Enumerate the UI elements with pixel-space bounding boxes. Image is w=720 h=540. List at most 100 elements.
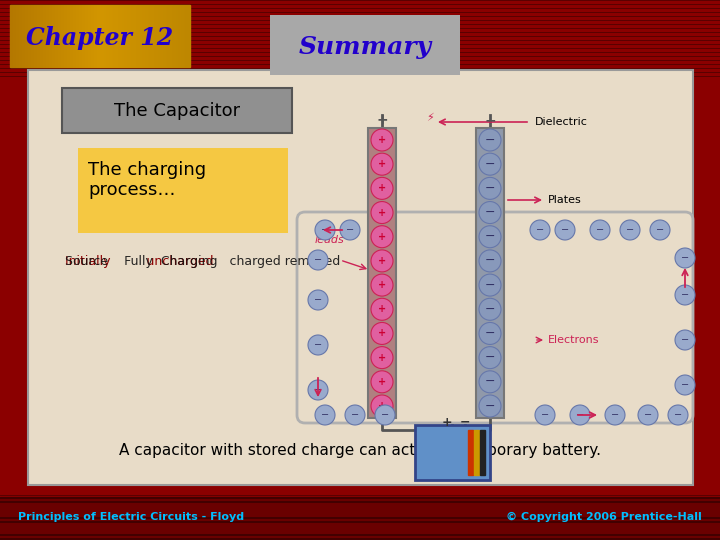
Bar (30, 5, 31, 67)
Bar (154, 5, 155, 67)
Bar (112, 5, 113, 67)
Bar (94, 5, 95, 67)
Bar (11, 5, 12, 67)
Bar (172, 5, 173, 67)
Text: +: + (378, 304, 386, 314)
Text: The Capacitor: The Capacitor (114, 102, 240, 120)
Text: −: − (485, 254, 495, 267)
Bar (142, 5, 143, 67)
Bar (474, 430, 479, 475)
Text: A capacitor with stored charge can act as a temporary battery.: A capacitor with stored charge can act a… (119, 442, 601, 457)
Circle shape (345, 405, 365, 425)
Bar (173, 5, 174, 67)
Text: +: + (441, 415, 452, 429)
Bar (120, 5, 121, 67)
Bar (76, 5, 77, 67)
Bar (116, 5, 117, 67)
Bar (20, 5, 21, 67)
Circle shape (308, 380, 328, 400)
Text: −: − (484, 113, 496, 127)
Bar (187, 5, 188, 67)
Bar (41, 5, 42, 67)
Bar (62, 88, 292, 133)
Bar (156, 5, 157, 67)
Circle shape (371, 153, 393, 175)
Circle shape (479, 129, 501, 151)
Bar (104, 5, 105, 67)
Bar (28, 5, 29, 67)
Bar (148, 5, 149, 67)
Text: +: + (378, 328, 386, 339)
Text: +: + (378, 401, 386, 411)
Text: −: − (460, 415, 470, 429)
Bar (58, 5, 59, 67)
Circle shape (308, 290, 328, 310)
Bar (176, 5, 177, 67)
Bar (67, 5, 68, 67)
Bar (152, 5, 153, 67)
Bar (131, 5, 132, 67)
Bar (167, 5, 168, 67)
Bar (128, 5, 129, 67)
Circle shape (479, 153, 501, 175)
Circle shape (479, 177, 501, 199)
Bar (18, 5, 19, 67)
Circle shape (638, 405, 658, 425)
Text: −: − (351, 410, 359, 420)
Bar (19, 5, 20, 67)
Text: leads: leads (315, 235, 345, 245)
Bar (70, 5, 71, 67)
Bar (59, 5, 60, 67)
Text: −: − (314, 295, 322, 305)
Bar (47, 5, 48, 67)
Text: +: + (378, 280, 386, 290)
Bar (99, 5, 100, 67)
Text: −: − (681, 335, 689, 345)
Circle shape (315, 405, 335, 425)
Circle shape (371, 298, 393, 320)
Bar (108, 5, 109, 67)
Circle shape (590, 220, 610, 240)
Bar (14, 5, 15, 67)
Bar (27, 5, 28, 67)
Bar (93, 5, 94, 67)
Bar (115, 5, 116, 67)
Circle shape (570, 405, 590, 425)
Text: Summary: Summary (299, 35, 431, 59)
Bar (166, 5, 167, 67)
Bar (119, 5, 120, 67)
Bar (111, 5, 112, 67)
Bar (81, 5, 82, 67)
Bar (153, 5, 154, 67)
Bar (155, 5, 156, 67)
Text: −: − (485, 303, 495, 316)
Circle shape (371, 250, 393, 272)
Text: −: − (485, 400, 495, 413)
Text: Initially         uncharged: Initially uncharged (65, 255, 214, 268)
Bar (184, 5, 185, 67)
Bar (125, 5, 126, 67)
Bar (46, 5, 47, 67)
Circle shape (308, 335, 328, 355)
Bar (162, 5, 163, 67)
Text: ⚡: ⚡ (426, 113, 434, 123)
Bar (106, 5, 107, 67)
Bar (75, 5, 76, 67)
Circle shape (535, 405, 555, 425)
Circle shape (605, 405, 625, 425)
Circle shape (308, 250, 328, 270)
Bar (90, 5, 91, 67)
Bar (105, 5, 106, 67)
Text: −: − (485, 327, 495, 340)
Bar (188, 5, 189, 67)
Circle shape (375, 405, 395, 425)
Circle shape (530, 220, 550, 240)
Text: −: − (485, 230, 495, 243)
Bar (171, 5, 172, 67)
Bar (178, 5, 179, 67)
Bar (40, 5, 41, 67)
Bar (103, 5, 104, 67)
Bar (129, 5, 130, 67)
Bar (151, 5, 152, 67)
Text: Dielectric: Dielectric (535, 117, 588, 127)
